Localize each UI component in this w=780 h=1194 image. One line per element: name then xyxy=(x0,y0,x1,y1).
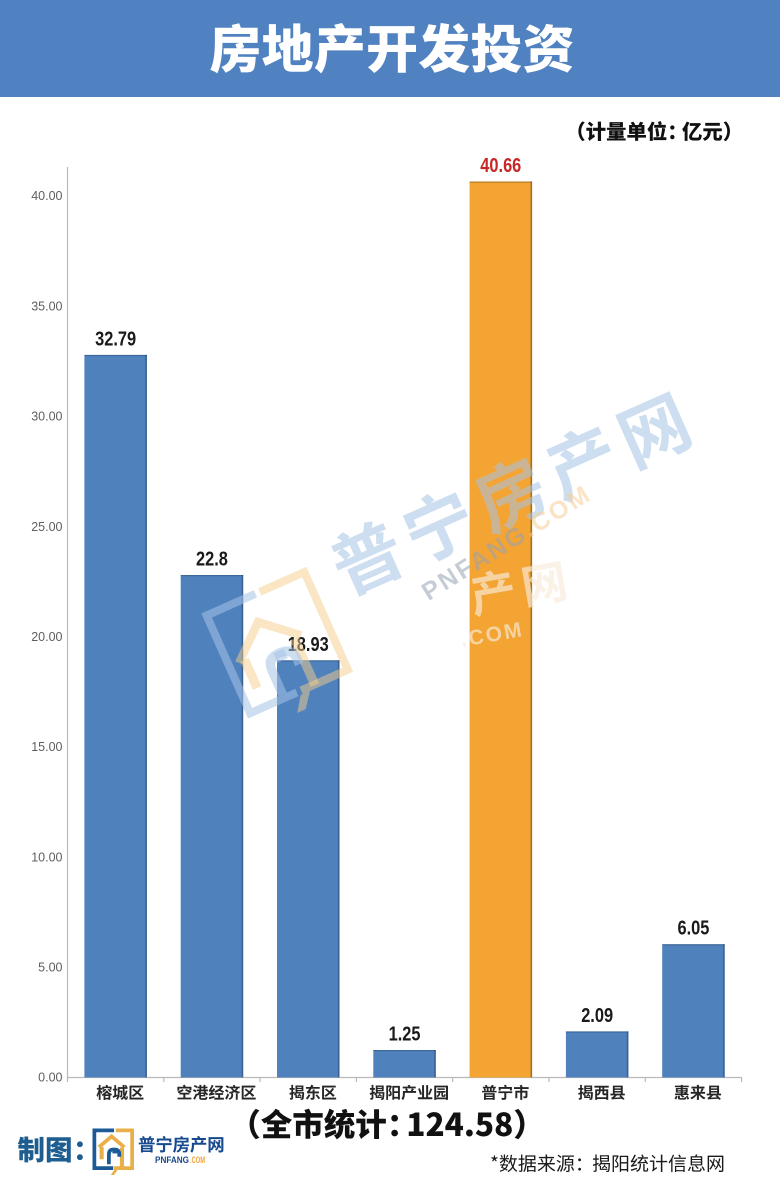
svg-text:10.00: 10.00 xyxy=(31,850,62,864)
svg-text:PNFANG: PNFANG xyxy=(155,1155,189,1165)
svg-text:30.00: 30.00 xyxy=(31,410,62,424)
svg-text:2.09: 2.09 xyxy=(581,1005,613,1027)
svg-text:22.8: 22.8 xyxy=(196,549,228,571)
svg-text:15.00: 15.00 xyxy=(31,740,62,754)
svg-text:.COM: .COM xyxy=(190,1155,205,1165)
svg-text:6.05: 6.05 xyxy=(678,918,710,940)
svg-text:5.00: 5.00 xyxy=(38,961,62,975)
svg-text:40.00: 40.00 xyxy=(31,189,62,203)
svg-text:25.00: 25.00 xyxy=(31,520,62,534)
svg-text:40.66: 40.66 xyxy=(480,155,521,177)
svg-text:35.00: 35.00 xyxy=(31,299,62,313)
svg-text:32.79: 32.79 xyxy=(95,328,136,350)
svg-text:1.25: 1.25 xyxy=(389,1024,421,1046)
svg-text:20.00: 20.00 xyxy=(31,630,62,644)
svg-text:0.00: 0.00 xyxy=(38,1071,62,1085)
